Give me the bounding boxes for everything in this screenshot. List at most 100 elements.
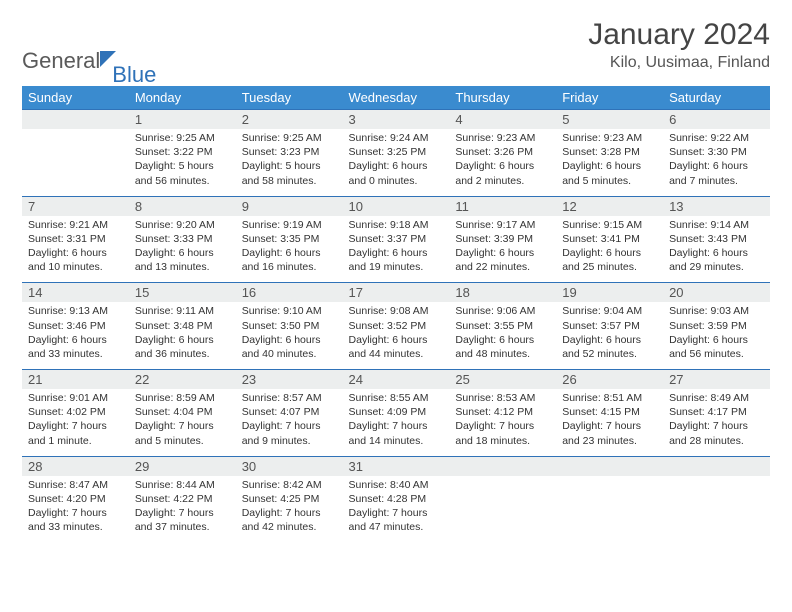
day-cell: Sunrise: 9:20 AMSunset: 3:33 PMDaylight:… bbox=[129, 216, 236, 283]
day-number: 31 bbox=[343, 456, 450, 476]
day-cell: Sunrise: 9:03 AMSunset: 3:59 PMDaylight:… bbox=[663, 302, 770, 369]
daylight-text: Daylight: 6 hours and 19 minutes. bbox=[349, 246, 444, 274]
daylight-text: Daylight: 6 hours and 48 minutes. bbox=[455, 333, 550, 361]
sunrise-text: Sunrise: 9:06 AM bbox=[455, 304, 550, 318]
sunset-text: Sunset: 3:31 PM bbox=[28, 232, 123, 246]
sunset-text: Sunset: 3:33 PM bbox=[135, 232, 230, 246]
day-number: 18 bbox=[449, 283, 556, 303]
sunset-text: Sunset: 4:22 PM bbox=[135, 492, 230, 506]
day-cell: Sunrise: 9:11 AMSunset: 3:48 PMDaylight:… bbox=[129, 302, 236, 369]
day-number: 29 bbox=[129, 456, 236, 476]
daylight-text: Daylight: 6 hours and 22 minutes. bbox=[455, 246, 550, 274]
sunrise-text: Sunrise: 9:20 AM bbox=[135, 218, 230, 232]
sunset-text: Sunset: 4:12 PM bbox=[455, 405, 550, 419]
day-cell: Sunrise: 9:18 AMSunset: 3:37 PMDaylight:… bbox=[343, 216, 450, 283]
day-number: 16 bbox=[236, 283, 343, 303]
sunrise-text: Sunrise: 9:01 AM bbox=[28, 391, 123, 405]
sunrise-text: Sunrise: 8:57 AM bbox=[242, 391, 337, 405]
day-cell: Sunrise: 9:23 AMSunset: 3:28 PMDaylight:… bbox=[556, 129, 663, 196]
sunrise-text: Sunrise: 8:42 AM bbox=[242, 478, 337, 492]
day-number bbox=[22, 110, 129, 130]
day-cell: Sunrise: 8:55 AMSunset: 4:09 PMDaylight:… bbox=[343, 389, 450, 456]
logo: General Blue bbox=[22, 50, 164, 72]
daylight-text: Daylight: 7 hours and 1 minute. bbox=[28, 419, 123, 447]
day-detail-row: Sunrise: 9:25 AMSunset: 3:22 PMDaylight:… bbox=[22, 129, 770, 196]
daylight-text: Daylight: 6 hours and 40 minutes. bbox=[242, 333, 337, 361]
sunset-text: Sunset: 3:22 PM bbox=[135, 145, 230, 159]
weekday-header: Tuesday bbox=[236, 86, 343, 110]
daylight-text: Daylight: 7 hours and 14 minutes. bbox=[349, 419, 444, 447]
daylight-text: Daylight: 6 hours and 25 minutes. bbox=[562, 246, 657, 274]
day-detail-row: Sunrise: 8:47 AMSunset: 4:20 PMDaylight:… bbox=[22, 476, 770, 543]
daylight-text: Daylight: 7 hours and 18 minutes. bbox=[455, 419, 550, 447]
sunrise-text: Sunrise: 8:44 AM bbox=[135, 478, 230, 492]
day-number: 20 bbox=[663, 283, 770, 303]
day-number-row: 14151617181920 bbox=[22, 283, 770, 303]
day-cell bbox=[22, 129, 129, 196]
day-number: 23 bbox=[236, 370, 343, 390]
daylight-text: Daylight: 6 hours and 29 minutes. bbox=[669, 246, 764, 274]
sunrise-text: Sunrise: 8:53 AM bbox=[455, 391, 550, 405]
daylight-text: Daylight: 5 hours and 56 minutes. bbox=[135, 159, 230, 187]
sunrise-text: Sunrise: 9:19 AM bbox=[242, 218, 337, 232]
day-number-row: 28293031 bbox=[22, 456, 770, 476]
daylight-text: Daylight: 6 hours and 13 minutes. bbox=[135, 246, 230, 274]
sunset-text: Sunset: 4:20 PM bbox=[28, 492, 123, 506]
sunset-text: Sunset: 3:23 PM bbox=[242, 145, 337, 159]
day-cell: Sunrise: 8:47 AMSunset: 4:20 PMDaylight:… bbox=[22, 476, 129, 543]
sunrise-text: Sunrise: 9:18 AM bbox=[349, 218, 444, 232]
sunrise-text: Sunrise: 8:59 AM bbox=[135, 391, 230, 405]
day-cell: Sunrise: 9:22 AMSunset: 3:30 PMDaylight:… bbox=[663, 129, 770, 196]
sunset-text: Sunset: 4:15 PM bbox=[562, 405, 657, 419]
day-cell: Sunrise: 9:08 AMSunset: 3:52 PMDaylight:… bbox=[343, 302, 450, 369]
daylight-text: Daylight: 6 hours and 56 minutes. bbox=[669, 333, 764, 361]
day-number: 4 bbox=[449, 110, 556, 130]
day-detail-row: Sunrise: 9:13 AMSunset: 3:46 PMDaylight:… bbox=[22, 302, 770, 369]
day-cell: Sunrise: 8:40 AMSunset: 4:28 PMDaylight:… bbox=[343, 476, 450, 543]
sunrise-text: Sunrise: 9:15 AM bbox=[562, 218, 657, 232]
daylight-text: Daylight: 7 hours and 9 minutes. bbox=[242, 419, 337, 447]
sunset-text: Sunset: 3:35 PM bbox=[242, 232, 337, 246]
weekday-header: Friday bbox=[556, 86, 663, 110]
daylight-text: Daylight: 7 hours and 37 minutes. bbox=[135, 506, 230, 534]
day-number: 19 bbox=[556, 283, 663, 303]
day-number: 28 bbox=[22, 456, 129, 476]
sunrise-text: Sunrise: 9:04 AM bbox=[562, 304, 657, 318]
day-cell: Sunrise: 8:53 AMSunset: 4:12 PMDaylight:… bbox=[449, 389, 556, 456]
sunset-text: Sunset: 3:59 PM bbox=[669, 319, 764, 333]
daylight-text: Daylight: 5 hours and 58 minutes. bbox=[242, 159, 337, 187]
sunset-text: Sunset: 3:52 PM bbox=[349, 319, 444, 333]
day-cell bbox=[663, 476, 770, 543]
sunset-text: Sunset: 4:07 PM bbox=[242, 405, 337, 419]
day-number: 3 bbox=[343, 110, 450, 130]
sunrise-text: Sunrise: 9:23 AM bbox=[562, 131, 657, 145]
day-number: 2 bbox=[236, 110, 343, 130]
title-block: January 2024 Kilo, Uusimaa, Finland bbox=[588, 18, 770, 72]
day-number: 26 bbox=[556, 370, 663, 390]
sunset-text: Sunset: 4:17 PM bbox=[669, 405, 764, 419]
day-number bbox=[449, 456, 556, 476]
sunset-text: Sunset: 4:09 PM bbox=[349, 405, 444, 419]
day-cell: Sunrise: 9:23 AMSunset: 3:26 PMDaylight:… bbox=[449, 129, 556, 196]
sunrise-text: Sunrise: 9:11 AM bbox=[135, 304, 230, 318]
day-number: 11 bbox=[449, 196, 556, 216]
day-cell: Sunrise: 8:57 AMSunset: 4:07 PMDaylight:… bbox=[236, 389, 343, 456]
day-cell: Sunrise: 9:14 AMSunset: 3:43 PMDaylight:… bbox=[663, 216, 770, 283]
day-number: 5 bbox=[556, 110, 663, 130]
daylight-text: Daylight: 6 hours and 2 minutes. bbox=[455, 159, 550, 187]
day-number: 6 bbox=[663, 110, 770, 130]
day-number-row: 123456 bbox=[22, 110, 770, 130]
sunset-text: Sunset: 3:57 PM bbox=[562, 319, 657, 333]
day-cell: Sunrise: 9:21 AMSunset: 3:31 PMDaylight:… bbox=[22, 216, 129, 283]
weekday-header: Sunday bbox=[22, 86, 129, 110]
day-cell: Sunrise: 9:17 AMSunset: 3:39 PMDaylight:… bbox=[449, 216, 556, 283]
day-cell: Sunrise: 9:24 AMSunset: 3:25 PMDaylight:… bbox=[343, 129, 450, 196]
day-number bbox=[663, 456, 770, 476]
day-number: 10 bbox=[343, 196, 450, 216]
day-number: 13 bbox=[663, 196, 770, 216]
day-number-row: 78910111213 bbox=[22, 196, 770, 216]
daylight-text: Daylight: 6 hours and 36 minutes. bbox=[135, 333, 230, 361]
sunset-text: Sunset: 4:04 PM bbox=[135, 405, 230, 419]
day-cell: Sunrise: 9:25 AMSunset: 3:22 PMDaylight:… bbox=[129, 129, 236, 196]
day-number: 12 bbox=[556, 196, 663, 216]
